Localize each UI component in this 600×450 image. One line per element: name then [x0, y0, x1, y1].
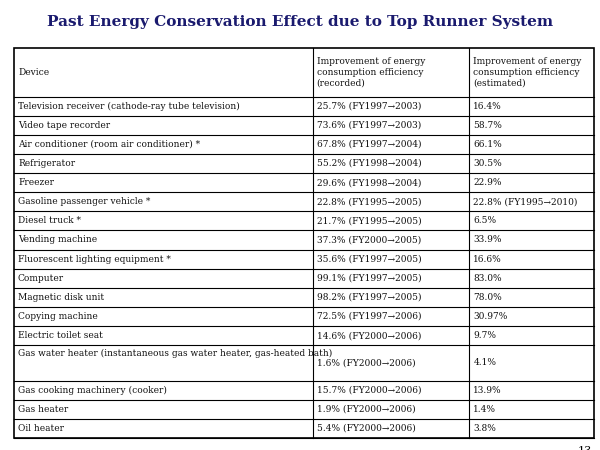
Bar: [14, 48, 594, 438]
Text: Improvement of energy
consumption efficiency
(estimated): Improvement of energy consumption effici…: [473, 57, 581, 87]
Text: 4.1%: 4.1%: [473, 358, 496, 367]
Text: Gasoline passenger vehicle *: Gasoline passenger vehicle *: [18, 197, 151, 206]
Text: 1.6% (FY2000→2006): 1.6% (FY2000→2006): [317, 358, 415, 367]
Text: 83.0%: 83.0%: [473, 274, 502, 283]
Text: Gas heater: Gas heater: [18, 405, 68, 414]
Text: Oil heater: Oil heater: [18, 424, 64, 433]
Text: Magnetic disk unit: Magnetic disk unit: [18, 293, 104, 302]
Text: Past Energy Conservation Effect due to Top Runner System: Past Energy Conservation Effect due to T…: [47, 15, 553, 29]
Text: 16.6%: 16.6%: [473, 255, 502, 264]
Text: Diesel truck *: Diesel truck *: [18, 216, 81, 225]
Text: 22.8% (FY1995→2010): 22.8% (FY1995→2010): [473, 197, 578, 206]
Text: Improvement of energy
consumption efficiency
(recorded): Improvement of energy consumption effici…: [317, 57, 425, 87]
Text: 22.9%: 22.9%: [473, 178, 502, 187]
Text: 30.5%: 30.5%: [473, 159, 502, 168]
Text: 67.8% (FY1997→2004): 67.8% (FY1997→2004): [317, 140, 421, 149]
Text: Fluorescent lighting equipment *: Fluorescent lighting equipment *: [18, 255, 171, 264]
Text: 99.1% (FY1997→2005): 99.1% (FY1997→2005): [317, 274, 421, 283]
Text: Gas water heater (instantaneous gas water heater, gas-heated bath): Gas water heater (instantaneous gas wate…: [18, 349, 332, 358]
Text: 98.2% (FY1997→2005): 98.2% (FY1997→2005): [317, 293, 421, 302]
Text: 9.7%: 9.7%: [473, 331, 496, 340]
Text: Device: Device: [18, 68, 49, 77]
Text: Vending machine: Vending machine: [18, 235, 97, 244]
Text: Electric toilet seat: Electric toilet seat: [18, 331, 103, 340]
Text: 72.5% (FY1997→2006): 72.5% (FY1997→2006): [317, 312, 421, 321]
Text: 14.6% (FY2000→2006): 14.6% (FY2000→2006): [317, 331, 421, 340]
Text: 3.8%: 3.8%: [473, 424, 496, 433]
Text: Gas cooking machinery (cooker): Gas cooking machinery (cooker): [18, 386, 167, 395]
Text: 78.0%: 78.0%: [473, 293, 502, 302]
Text: 1.9% (FY2000→2006): 1.9% (FY2000→2006): [317, 405, 415, 414]
Text: 25.7% (FY1997→2003): 25.7% (FY1997→2003): [317, 102, 421, 111]
Text: 33.9%: 33.9%: [473, 235, 502, 244]
Text: 58.7%: 58.7%: [473, 121, 502, 130]
Text: 73.6% (FY1997→2003): 73.6% (FY1997→2003): [317, 121, 421, 130]
Text: 21.7% (FY1995→2005): 21.7% (FY1995→2005): [317, 216, 421, 225]
Text: Video tape recorder: Video tape recorder: [18, 121, 110, 130]
Text: 37.3% (FY2000→2005): 37.3% (FY2000→2005): [317, 235, 421, 244]
Text: Copying machine: Copying machine: [18, 312, 98, 321]
Text: 55.2% (FY1998→2004): 55.2% (FY1998→2004): [317, 159, 421, 168]
Text: 35.6% (FY1997→2005): 35.6% (FY1997→2005): [317, 255, 421, 264]
Text: Freezer: Freezer: [18, 178, 54, 187]
Text: 5.4% (FY2000→2006): 5.4% (FY2000→2006): [317, 424, 415, 433]
Text: Air conditioner (room air conditioner) *: Air conditioner (room air conditioner) *: [18, 140, 200, 149]
Text: 22.8% (FY1995→2005): 22.8% (FY1995→2005): [317, 197, 421, 206]
Text: 13: 13: [578, 446, 592, 450]
Text: 66.1%: 66.1%: [473, 140, 502, 149]
Text: Refrigerator: Refrigerator: [18, 159, 75, 168]
Text: 1.4%: 1.4%: [473, 405, 496, 414]
Text: Television receiver (cathode-ray tube television): Television receiver (cathode-ray tube te…: [18, 102, 240, 111]
Text: Computer: Computer: [18, 274, 64, 283]
Text: 29.6% (FY1998→2004): 29.6% (FY1998→2004): [317, 178, 421, 187]
Text: 16.4%: 16.4%: [473, 102, 502, 111]
Text: 30.97%: 30.97%: [473, 312, 508, 321]
Text: 15.7% (FY2000→2006): 15.7% (FY2000→2006): [317, 386, 421, 395]
Text: 6.5%: 6.5%: [473, 216, 496, 225]
Text: 13.9%: 13.9%: [473, 386, 502, 395]
